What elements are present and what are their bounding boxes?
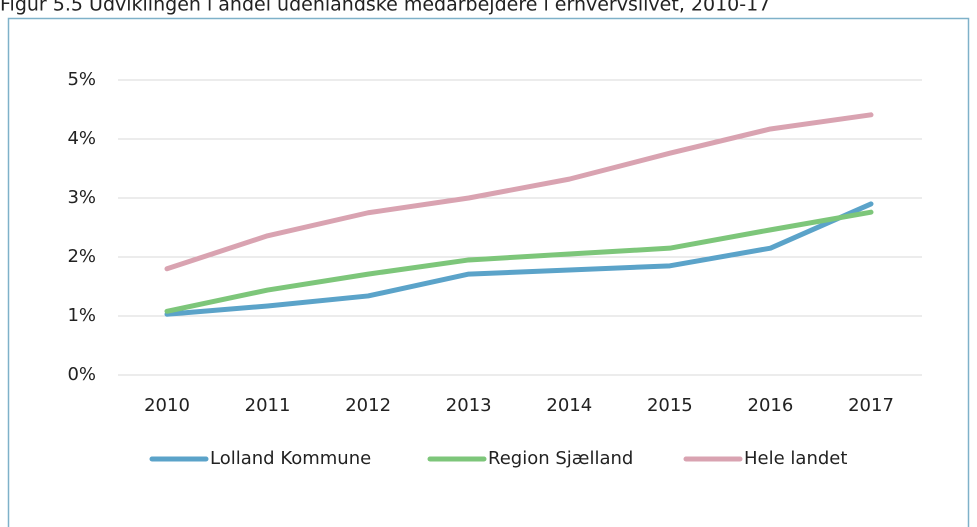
y-tick-label: 0% [67,364,96,385]
line-series [164,201,874,317]
x-tick-label: 2011 [245,395,291,416]
y-tick-label: 2% [67,246,96,267]
y-tick-label: 1% [67,305,96,326]
chart-title: Figur 5.5 Udviklingen i andel udenlandsk… [0,0,770,16]
line-series [164,209,874,314]
y-tick-label: 5% [67,69,96,90]
x-tick-label: 2013 [446,395,492,416]
legend-label: Hele landet [744,448,847,469]
legend-label: Region Sjælland [488,448,633,469]
y-tick-label: 4% [67,128,96,149]
x-tick-label: 2012 [345,395,391,416]
line-series [164,112,874,272]
x-tick-label: 2015 [647,395,693,416]
legend-label: Lolland Kommune [210,448,371,469]
x-tick-label: 2016 [748,395,794,416]
x-tick-label: 2014 [546,395,592,416]
x-tick-label: 2017 [848,395,894,416]
y-tick-label: 3% [67,187,96,208]
x-tick-label: 2010 [144,395,190,416]
